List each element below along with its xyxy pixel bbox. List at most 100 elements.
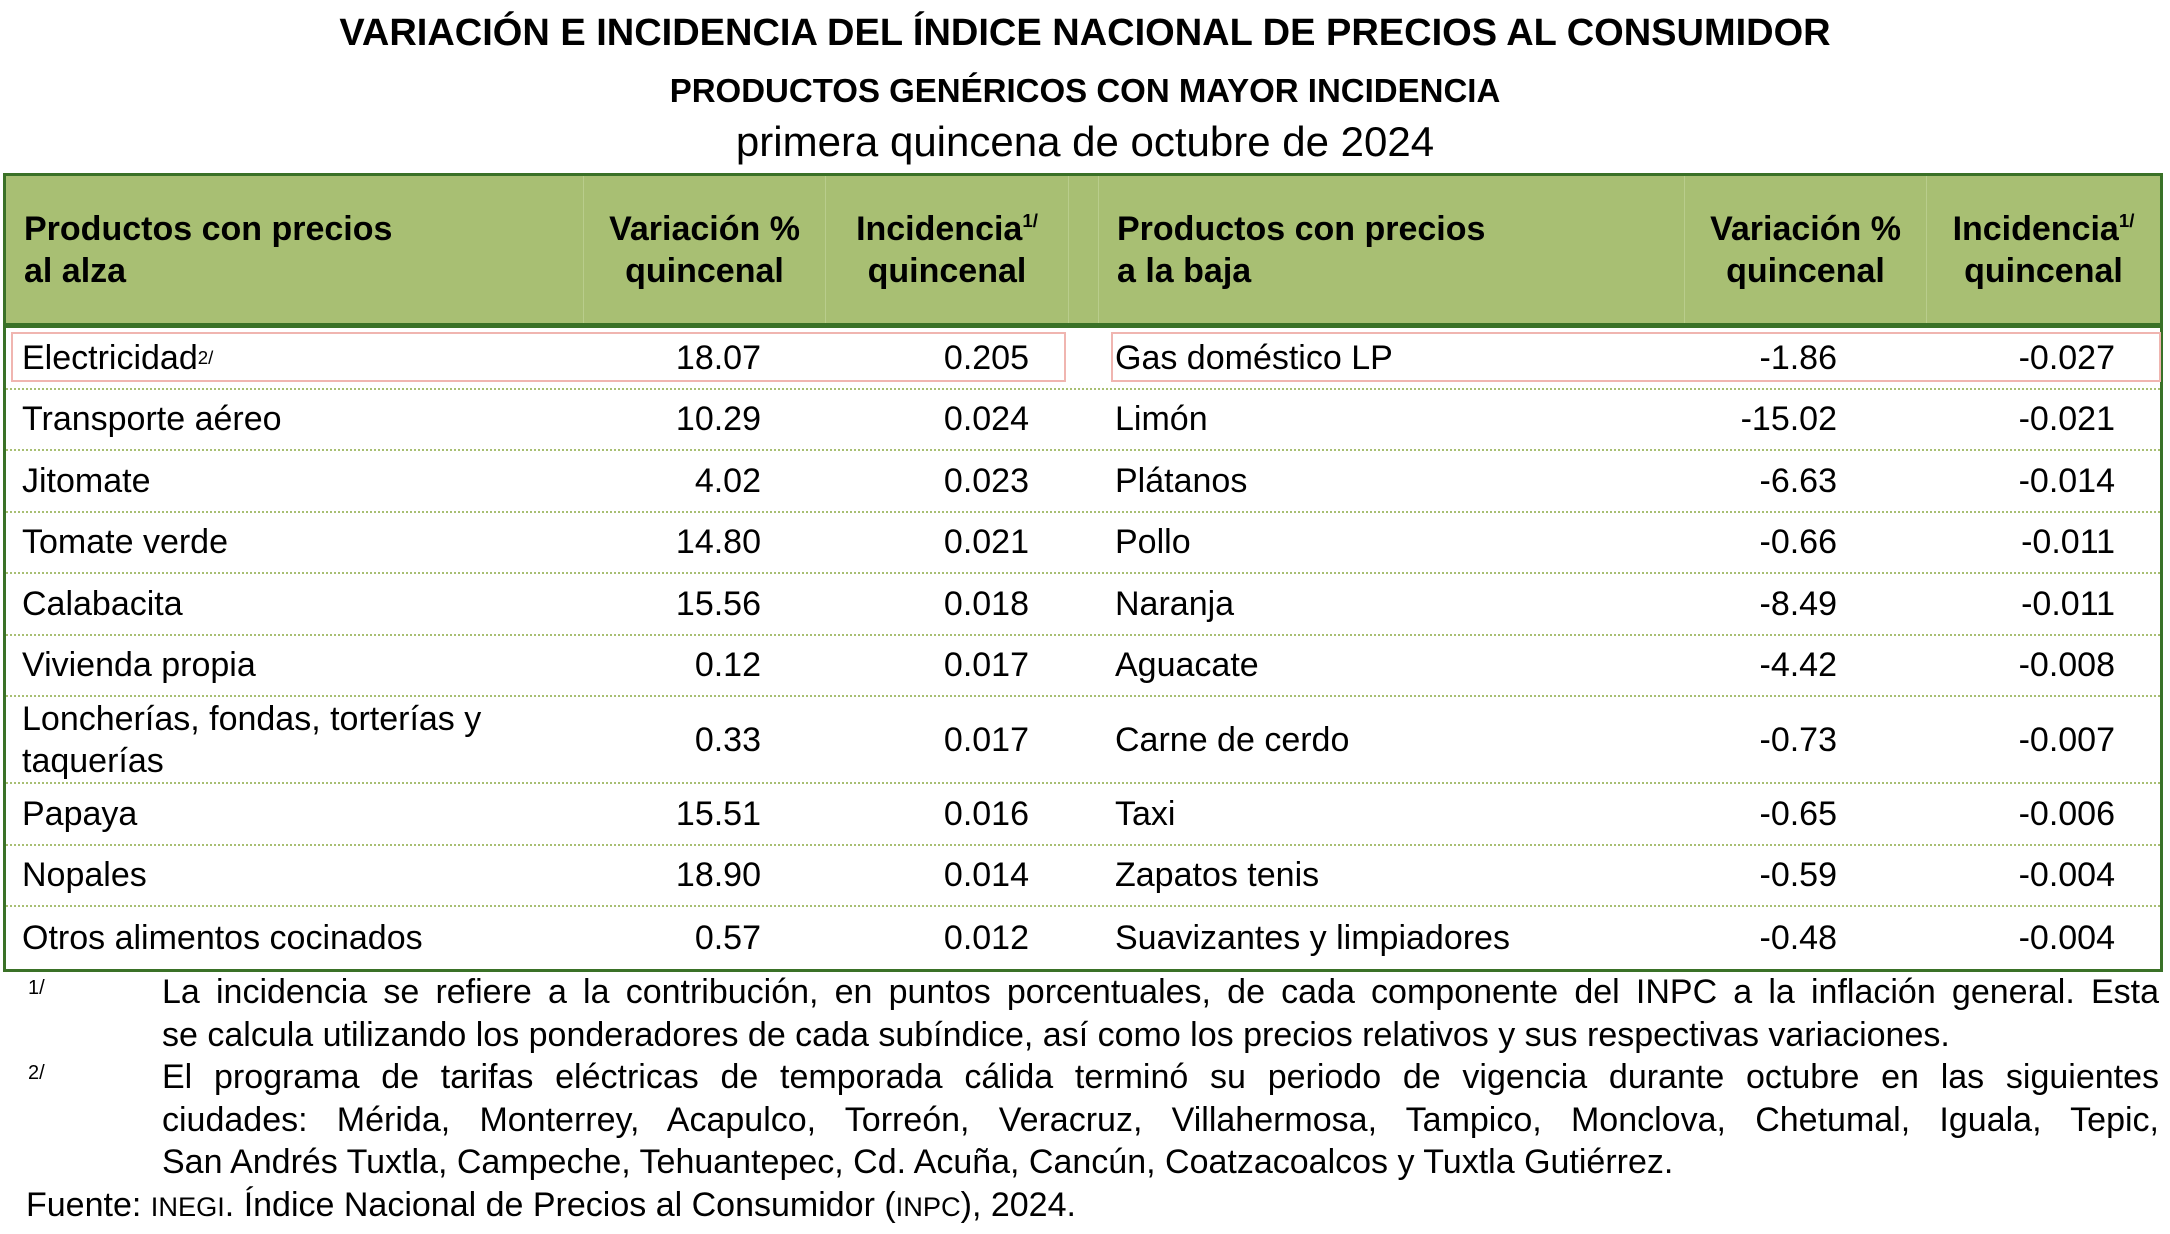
variation-up: 0.57 bbox=[694, 918, 761, 957]
spacer bbox=[1069, 513, 1099, 573]
source-note: Fuente: INEGI. Índice Nacional de Precio… bbox=[26, 1186, 1076, 1224]
incidence-up: 0.014 bbox=[943, 856, 1029, 895]
variation-down: -1.86 bbox=[1759, 338, 1838, 377]
incidence-up: 0.016 bbox=[943, 794, 1029, 833]
spacer bbox=[1069, 328, 1099, 388]
spacer bbox=[1069, 574, 1099, 634]
variation-up: 18.90 bbox=[675, 856, 761, 895]
product-up: Vivienda propia bbox=[22, 646, 256, 685]
table-row: Loncherías, fondas, torterías y taquería… bbox=[6, 697, 2160, 784]
table-row: Electricidad 2/18.07 0.205 Gas doméstico LP… bbox=[6, 328, 2161, 390]
product-up: Jitomate bbox=[22, 461, 151, 500]
variation-up: 4.02 bbox=[694, 461, 761, 500]
table-row: Jitomate 4.02 0.023 Plátanos -6.63 -0.014 bbox=[6, 451, 2160, 513]
product-down: Carne de cerdo bbox=[1115, 720, 1350, 759]
variation-down: -0.73 bbox=[1759, 720, 1838, 759]
incidence-down: -0.006 bbox=[2018, 794, 2115, 833]
table-row: Calabacita 15.56 0.018 Naranja -8.49 -0.011 bbox=[6, 574, 2160, 636]
product-up: Electricidad 2/ bbox=[22, 338, 214, 377]
spacer bbox=[1069, 907, 1099, 969]
spacer bbox=[1069, 697, 1099, 782]
table-row: Otros alimentos cocinados 0.57 0.012 Suaviz… bbox=[6, 907, 2160, 969]
incidence-down: -0.011 bbox=[2021, 523, 2115, 562]
spacer bbox=[1069, 636, 1099, 696]
variation-up: 15.51 bbox=[675, 794, 761, 833]
product-up: Transporte aéreo bbox=[22, 400, 282, 439]
spacer bbox=[1069, 451, 1099, 511]
table-header: Productos con precios al alza Variación … bbox=[6, 176, 2160, 328]
spacer bbox=[1069, 784, 1099, 844]
header-up-products: Productos con precios al alza bbox=[6, 176, 584, 323]
incidence-down: -0.021 bbox=[2018, 400, 2115, 439]
variation-up: 10.29 bbox=[675, 400, 761, 439]
product-down: Limón bbox=[1115, 400, 1208, 439]
header-up-variation: Variación % quincenal bbox=[584, 176, 826, 323]
product-up: Papaya bbox=[22, 794, 138, 833]
incidence-up: 0.012 bbox=[943, 918, 1029, 957]
incidence-up: 0.017 bbox=[943, 720, 1029, 759]
footnote-text: San Andrés Tuxtla, Campeche, Tehuantepec… bbox=[162, 1143, 1674, 1182]
table-row: Transporte aéreo 10.29 0.024 Limón -15.02 -0.… bbox=[6, 390, 2160, 451]
variation-down: -0.66 bbox=[1759, 523, 1838, 562]
product-down: Taxi bbox=[1115, 794, 1176, 833]
incidence-up: 0.021 bbox=[943, 523, 1029, 562]
footnote-text: El programa de tarifas eléctricas de tem… bbox=[162, 1058, 2159, 1097]
product-down: Aguacate bbox=[1115, 646, 1259, 685]
incidence-table: Productos con precios al alza Variación … bbox=[3, 173, 2163, 972]
table-row: Nopales 18.90 0.014 Zapatos tenis -0.59 -0.00… bbox=[6, 846, 2160, 907]
variation-up: 0.12 bbox=[694, 646, 761, 685]
variation-down: -0.65 bbox=[1759, 794, 1838, 833]
footnote-mark: 1/ bbox=[28, 977, 45, 999]
header-spacer bbox=[1069, 176, 1099, 323]
variation-up: 15.56 bbox=[675, 584, 761, 623]
footnote-text: La incidencia se refiere a la contribuci… bbox=[162, 973, 2159, 1011]
product-down: Gas doméstico LP bbox=[1115, 338, 1393, 377]
table-row: Tomate verde 14.80 0.021 Pollo -0.66 -0.011 bbox=[6, 513, 2160, 574]
variation-down: -8.49 bbox=[1759, 584, 1838, 623]
table-body: Electricidad 2/18.07 0.205 Gas doméstico LP… bbox=[6, 328, 2161, 969]
incidence-down: -0.004 bbox=[2018, 918, 2115, 957]
header-up-incidence: Incidencia1/quincenal bbox=[826, 176, 1069, 323]
header-down-incidence: Incidencia1/quincenal bbox=[1952, 209, 2135, 290]
header-down-variation: Variación % quincenal bbox=[1685, 176, 1927, 323]
period-label: primera quincena de octubre de 2024 bbox=[735, 118, 1435, 165]
incidence-down: -0.008 bbox=[2018, 646, 2115, 685]
page-title: VARIACIÓN E INCIDENCIA DEL ÍNDICE NACION… bbox=[339, 12, 1831, 54]
footnote-mark: 2/ bbox=[28, 1062, 45, 1085]
incidence-up: 0.024 bbox=[943, 400, 1029, 439]
incidence-up: 0.205 bbox=[943, 338, 1029, 377]
product-down: Suavizantes y limpiadores bbox=[1115, 918, 1510, 957]
variation-up: 18.07 bbox=[675, 338, 761, 377]
incidence-down: -0.014 bbox=[2018, 461, 2115, 500]
header-down-products: Productos con precios a la baja bbox=[1099, 176, 1685, 323]
incidence-down: -0.004 bbox=[2018, 856, 2115, 895]
variation-up: 14.80 bbox=[675, 523, 761, 562]
variation-down: -0.48 bbox=[1759, 918, 1838, 957]
variation-down: -15.02 bbox=[1740, 400, 1837, 439]
product-down: Plátanos bbox=[1115, 461, 1248, 500]
incidence-down: -0.027 bbox=[2018, 338, 2115, 377]
variation-up: 0.33 bbox=[694, 720, 761, 759]
product-down: Pollo bbox=[1115, 523, 1191, 562]
spacer bbox=[1069, 390, 1099, 450]
footnote-text: ciudades: Mérida, Monterrey, Acapulco, T… bbox=[162, 1100, 2159, 1139]
variation-down: -6.63 bbox=[1759, 461, 1838, 500]
product-up: Calabacita bbox=[22, 584, 183, 623]
table-row: Vivienda propia 0.12 0.017 Aguacate -4.42 -0.… bbox=[6, 636, 2160, 697]
product-down: Zapatos tenis bbox=[1115, 856, 1320, 895]
spacer bbox=[1069, 846, 1099, 906]
incidence-down: -0.007 bbox=[2018, 720, 2115, 759]
incidence-down: -0.011 bbox=[2021, 584, 2115, 623]
variation-down: -0.59 bbox=[1759, 856, 1838, 895]
footnote-text: se calcula utilizando los ponderadores d… bbox=[162, 1015, 1950, 1054]
table-row: Papaya 15.51 0.016 Taxi -0.65 -0.006 bbox=[6, 784, 2160, 846]
incidence-up: 0.023 bbox=[943, 461, 1029, 500]
incidence-up: 0.017 bbox=[943, 646, 1029, 685]
incidence-up: 0.018 bbox=[943, 584, 1029, 623]
page-subtitle: PRODUCTOS GENÉRICOS CON MAYOR INCIDENCIA bbox=[669, 72, 1501, 109]
product-down: Naranja bbox=[1115, 584, 1235, 623]
product-up: Nopales bbox=[22, 856, 147, 895]
product-up: Otros alimentos cocinados bbox=[22, 918, 423, 957]
product-up: Tomate verde bbox=[22, 523, 228, 562]
product-up: Loncherías, fondas, torterías y taquería… bbox=[22, 699, 482, 780]
